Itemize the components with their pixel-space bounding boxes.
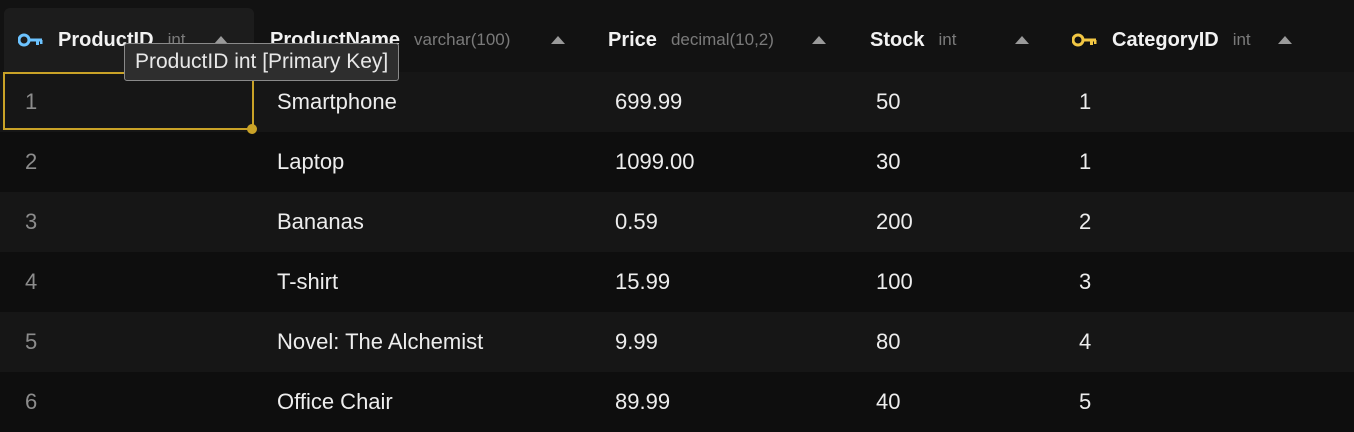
cell-categoryid[interactable]: 1 [1079, 149, 1092, 174]
column-name: Stock [870, 28, 925, 51]
cell-price[interactable]: 89.99 [615, 389, 671, 414]
foreign-key-icon [1071, 33, 1098, 47]
column-tooltip: ProductID int [Primary Key] [124, 43, 400, 81]
cell-price[interactable]: 0.59 [615, 209, 658, 234]
cell-price[interactable]: 1099.00 [615, 149, 695, 174]
column-type: decimal(10,2) [670, 30, 774, 49]
cell-productid[interactable]: 4 [25, 269, 38, 294]
column-type: int [938, 30, 957, 49]
cell-categoryid[interactable]: 3 [1079, 269, 1092, 294]
table-row[interactable]: 2 Laptop 1099.00 30 1 [0, 132, 1354, 192]
cell-productname[interactable]: Novel: The Alchemist [277, 329, 484, 354]
selection-fill-handle[interactable] [247, 124, 257, 134]
cell-productid[interactable]: 1 [25, 89, 38, 114]
cell-productname[interactable]: Office Chair [277, 389, 393, 414]
cell-productname[interactable]: T-shirt [277, 269, 339, 294]
cell-price[interactable]: 699.99 [615, 89, 683, 114]
column-header-categoryid[interactable]: CategoryID int [1071, 8, 1312, 72]
cell-productid[interactable]: 3 [25, 209, 38, 234]
cell-price[interactable]: 15.99 [615, 269, 671, 294]
cell-productname[interactable]: Laptop [277, 149, 345, 174]
table-row[interactable]: 4 T-shirt 15.99 100 3 [0, 252, 1354, 312]
sort-ascending-icon[interactable] [1015, 36, 1029, 44]
column-type: int [1232, 30, 1251, 49]
column-name: CategoryID [1112, 28, 1219, 51]
sort-ascending-icon[interactable] [812, 36, 826, 44]
table-row[interactable]: 5 Novel: The Alchemist 9.99 80 4 [0, 312, 1354, 372]
cell-price[interactable]: 9.99 [615, 329, 658, 354]
cell-stock[interactable]: 80 [876, 329, 901, 354]
column-header-stock[interactable]: Stock int [870, 8, 1040, 72]
cell-categoryid[interactable]: 4 [1079, 329, 1092, 354]
cell-productname[interactable]: Smartphone [277, 89, 397, 114]
sort-ascending-icon[interactable] [551, 36, 565, 44]
column-type: varchar(100) [414, 30, 511, 49]
sort-ascending-icon[interactable] [1278, 36, 1292, 44]
cell-stock[interactable]: 40 [876, 389, 901, 414]
cell-categoryid[interactable]: 5 [1079, 389, 1092, 414]
table-row[interactable]: 1 Smartphone 699.99 50 1 [0, 72, 1354, 132]
cell-categoryid[interactable]: 2 [1079, 209, 1092, 234]
cell-stock[interactable]: 100 [876, 269, 913, 294]
column-name: Price [608, 28, 657, 51]
cell-productname[interactable]: Bananas [277, 209, 364, 234]
table-row[interactable]: 3 Bananas 0.59 200 2 [0, 192, 1354, 252]
primary-key-icon [17, 33, 44, 47]
cell-stock[interactable]: 200 [876, 209, 913, 234]
cell-productid[interactable]: 5 [25, 329, 38, 354]
sort-ascending-icon[interactable] [214, 36, 228, 44]
column-header-price[interactable]: Price decimal(10,2) [608, 8, 838, 72]
table-row[interactable]: 6 Office Chair 89.99 40 5 [0, 372, 1354, 432]
cell-productid[interactable]: 2 [25, 149, 38, 174]
cell-stock[interactable]: 50 [876, 89, 901, 114]
cell-stock[interactable]: 30 [876, 149, 901, 174]
cell-productid[interactable]: 6 [25, 389, 38, 414]
cell-categoryid[interactable]: 1 [1079, 89, 1092, 114]
